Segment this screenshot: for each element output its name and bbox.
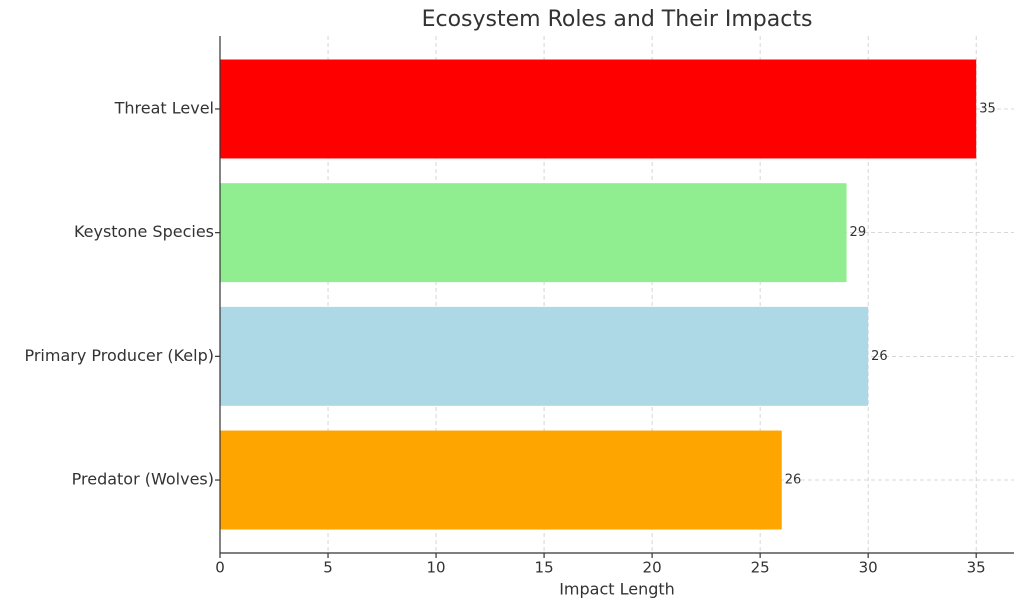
- x-axis-label: Impact Length: [559, 580, 675, 599]
- bar: [220, 183, 847, 283]
- x-tick-label: 10: [427, 559, 446, 577]
- x-tick-label: 0: [215, 559, 225, 577]
- x-tick-label: 30: [859, 559, 878, 577]
- x-tick-label: 35: [967, 559, 986, 577]
- bar-label: 26: [785, 473, 802, 488]
- bar: [220, 306, 869, 406]
- bar-label: 29: [850, 225, 867, 240]
- x-tick-label: 15: [535, 559, 554, 577]
- x-tick-label: 20: [643, 559, 662, 577]
- x-tick-label: 5: [323, 559, 333, 577]
- bar: [220, 59, 977, 159]
- x-tick-label: 25: [751, 559, 770, 577]
- bar: [220, 430, 782, 530]
- y-tick-label: Predator (Wolves): [72, 470, 214, 489]
- y-tick-label: Threat Level: [114, 98, 214, 117]
- bar-label: 35: [979, 101, 996, 116]
- bar-label: 26: [871, 349, 888, 364]
- y-tick-label: Primary Producer (Kelp): [24, 346, 214, 365]
- chart-title: Ecosystem Roles and Their Impacts: [422, 7, 813, 32]
- y-tick-label: Keystone Species: [74, 222, 214, 241]
